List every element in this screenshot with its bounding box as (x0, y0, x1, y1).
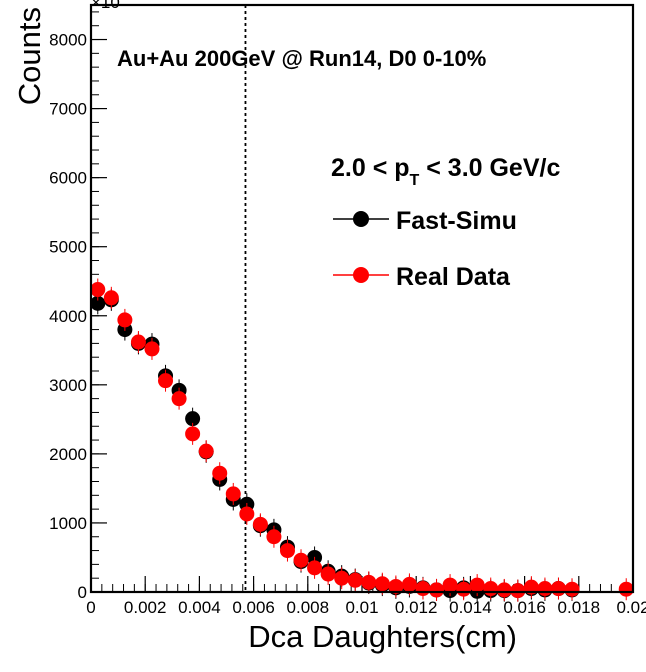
legend-marker-fast-simu (353, 211, 369, 227)
data-point (456, 581, 472, 597)
data-point (510, 583, 526, 599)
data-point (347, 572, 363, 588)
data-point (388, 578, 404, 594)
y-tick-label: 4000 (49, 307, 87, 326)
data-point (320, 566, 336, 582)
x-axis-title: Dca Daughters(cm) (248, 619, 517, 654)
axis-multiplier-label: ×10 (91, 0, 120, 12)
data-point (158, 373, 174, 389)
data-point (415, 581, 431, 597)
x-tick-label: 0 (86, 598, 95, 617)
data-point (496, 582, 512, 598)
system-annotation: Au+Au 200GeV @ Run14, D0 0-10% (117, 46, 486, 71)
data-point (266, 529, 282, 545)
pt-range-prefix: 2.0 < p (331, 154, 410, 182)
data-point (212, 465, 228, 481)
data-point (185, 411, 201, 427)
data-point (252, 516, 268, 532)
data-point (401, 576, 417, 592)
data-point (429, 582, 445, 598)
data-point (198, 443, 214, 459)
y-tick-label: 2000 (49, 445, 87, 464)
data-point (442, 577, 458, 593)
data-point (618, 581, 634, 597)
pt-range-annotation: 2.0 < pT < 3.0 GeV/c (331, 154, 560, 189)
x-tick-label: 0.008 (287, 598, 330, 617)
plot-frame (89, 3, 635, 594)
data-point (130, 334, 146, 350)
x-tick-label: 0.02 (616, 598, 646, 617)
x-tick-label: 0.01 (345, 598, 378, 617)
legend: Fast-Simu Real Data (333, 207, 517, 291)
data-point (483, 581, 499, 597)
y-tick-label: 3000 (49, 376, 87, 395)
data-point (374, 576, 390, 592)
x-tick-label: 0.014 (449, 598, 492, 617)
x-tick-label: 0.016 (503, 598, 546, 617)
data-point (564, 581, 580, 597)
data-point (185, 426, 201, 442)
legend-marker-real-data (353, 267, 369, 283)
data-point (225, 486, 241, 502)
data-point (144, 341, 160, 357)
y-tick-label: 8000 (49, 31, 87, 50)
data-point (550, 581, 566, 597)
data-point (239, 506, 255, 522)
data-point (361, 574, 377, 590)
data-point (103, 290, 119, 306)
data-point (469, 577, 485, 593)
tick-labels-layer: 0 0.002 0.004 0.006 0.008 0.01 0.012 0.014 0.016… (49, 31, 646, 617)
x-tick-label: 0.012 (395, 598, 438, 617)
x-tick-label: 0.006 (232, 598, 275, 617)
data-point (307, 560, 323, 576)
y-axis-title: Counts (12, 7, 47, 105)
data-point (334, 570, 350, 586)
x-tick-label: 0.002 (124, 598, 167, 617)
pt-range-subscript: T (410, 172, 420, 189)
data-point (279, 543, 295, 559)
data-point (293, 552, 309, 568)
data-point (117, 312, 133, 328)
data-point (90, 295, 106, 311)
x-tick-label: 0.018 (558, 598, 601, 617)
x-tick-label: 0.004 (178, 598, 221, 617)
y-tick-label: 0 (78, 583, 87, 602)
y-tick-label: 7000 (49, 100, 87, 119)
legend-label-fast-simu: Fast-Simu (396, 207, 517, 235)
pt-range-suffix: < 3.0 GeV/c (419, 154, 560, 182)
y-tick-label: 1000 (49, 514, 87, 533)
y-tick-label: 5000 (49, 238, 87, 257)
legend-label-real-data: Real Data (396, 263, 511, 291)
y-tick-label: 6000 (49, 169, 87, 188)
data-point (171, 391, 187, 407)
data-point (90, 282, 106, 298)
data-point (537, 581, 553, 597)
